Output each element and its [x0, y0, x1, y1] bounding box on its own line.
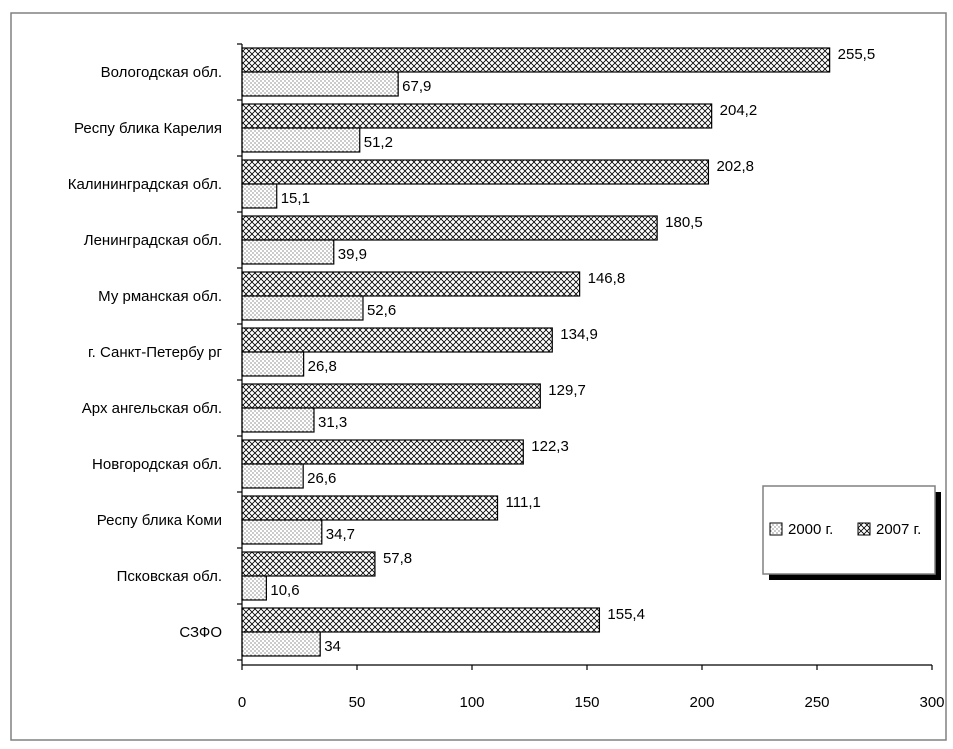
data-label-2007-cat-4: 146,8 [588, 270, 626, 287]
legend-swatch-2007 [857, 522, 871, 536]
data-label-2000-cat-1: 51,2 [364, 134, 393, 151]
bar-2000-cat-5 [241, 351, 305, 377]
bar-2000-cat-8 [241, 519, 323, 545]
bar-2007-cat-10 [241, 607, 601, 633]
bar-2000-cat-2 [241, 183, 278, 209]
legend-label-2007: 2007 г. [876, 521, 921, 538]
data-label-2000-cat-6: 31,3 [318, 414, 347, 431]
category-label-cat-4: Му рманская обл. [98, 288, 222, 305]
data-label-2000-cat-2: 15,1 [281, 190, 310, 207]
legend-box [762, 485, 936, 575]
bar-2007-cat-6 [241, 383, 541, 409]
bar-2007-cat-1 [241, 103, 713, 129]
bar-2007-cat-4 [241, 271, 581, 297]
category-label-cat-6: Арх ангельская обл. [82, 400, 222, 417]
data-label-2000-cat-0: 67,9 [402, 78, 431, 95]
data-label-2000-cat-5: 26,8 [308, 358, 337, 375]
x-tick-label-4: 200 [689, 694, 714, 711]
data-label-2007-cat-0: 255,5 [838, 46, 876, 63]
data-label-2000-cat-8: 34,7 [326, 526, 355, 543]
category-label-cat-7: Новгородская обл. [92, 456, 222, 473]
x-tick-label-6: 300 [919, 694, 944, 711]
legend-swatch-2000 [769, 522, 783, 536]
data-label-2007-cat-3: 180,5 [665, 214, 703, 231]
x-tick-label-3: 150 [574, 694, 599, 711]
bar-2007-cat-8 [241, 495, 499, 521]
data-label-2007-cat-2: 202,8 [716, 158, 754, 175]
category-label-cat-1: Респу блика Карелия [74, 120, 222, 137]
data-label-2007-cat-10: 155,4 [607, 606, 645, 623]
category-label-cat-5: г. Санкт-Петербу рг [88, 344, 222, 361]
data-label-2000-cat-7: 26,6 [307, 470, 336, 487]
data-label-2007-cat-5: 134,9 [560, 326, 598, 343]
data-label-2007-cat-8: 111,1 [506, 494, 541, 511]
data-label-2000-cat-3: 39,9 [338, 246, 367, 263]
data-label-2007-cat-9: 57,8 [383, 550, 412, 567]
x-tick-label-1: 50 [349, 694, 366, 711]
x-tick-label-2: 100 [459, 694, 484, 711]
bar-2000-cat-6 [241, 407, 315, 433]
bar-2000-cat-0 [241, 71, 399, 97]
category-label-cat-9: Псковская обл. [117, 568, 222, 585]
bar-2000-cat-3 [241, 239, 335, 265]
category-label-cat-10: СЗФО [179, 624, 222, 641]
bar-2007-cat-0 [241, 47, 831, 73]
data-label-2000-cat-4: 52,6 [367, 302, 396, 319]
bar-2000-cat-9 [241, 575, 267, 601]
category-label-cat-3: Ленинградская обл. [84, 232, 222, 249]
legend-label-2000: 2000 г. [788, 521, 833, 538]
category-label-cat-8: Респу блика Коми [97, 512, 222, 529]
data-label-2007-cat-6: 129,7 [548, 382, 586, 399]
data-label-2007-cat-1: 204,2 [720, 102, 758, 119]
bar-2007-cat-3 [241, 215, 658, 241]
bars-layer: 255,5 67,9 204,2 51,2 202,8 15,1 180,5 39,9 146,… [241, 46, 876, 657]
data-label-2007-cat-7: 122,3 [531, 438, 569, 455]
x-tick-label-5: 250 [804, 694, 829, 711]
bar-2007-cat-9 [241, 551, 376, 577]
bar-2000-cat-10 [241, 631, 321, 657]
x-tick-label-0: 0 [238, 694, 246, 711]
bar-2000-cat-4 [241, 295, 364, 321]
axis-layer: Вологодская обл. Респу блика Карелия Калин… [68, 43, 945, 711]
data-label-2000-cat-9: 10,6 [270, 582, 299, 599]
bar-2007-cat-7 [241, 439, 524, 465]
bar-2000-cat-7 [241, 463, 304, 489]
data-label-2000-cat-10: 34 [324, 638, 341, 655]
category-label-cat-0: Вологодская обл. [101, 64, 222, 81]
bar-2000-cat-1 [241, 127, 361, 153]
bar-2007-cat-5 [241, 327, 553, 353]
legend: 2000 г. 2007 г. [762, 485, 941, 580]
bar-2007-cat-2 [241, 159, 710, 185]
category-label-cat-2: Калининградская обл. [68, 176, 222, 193]
